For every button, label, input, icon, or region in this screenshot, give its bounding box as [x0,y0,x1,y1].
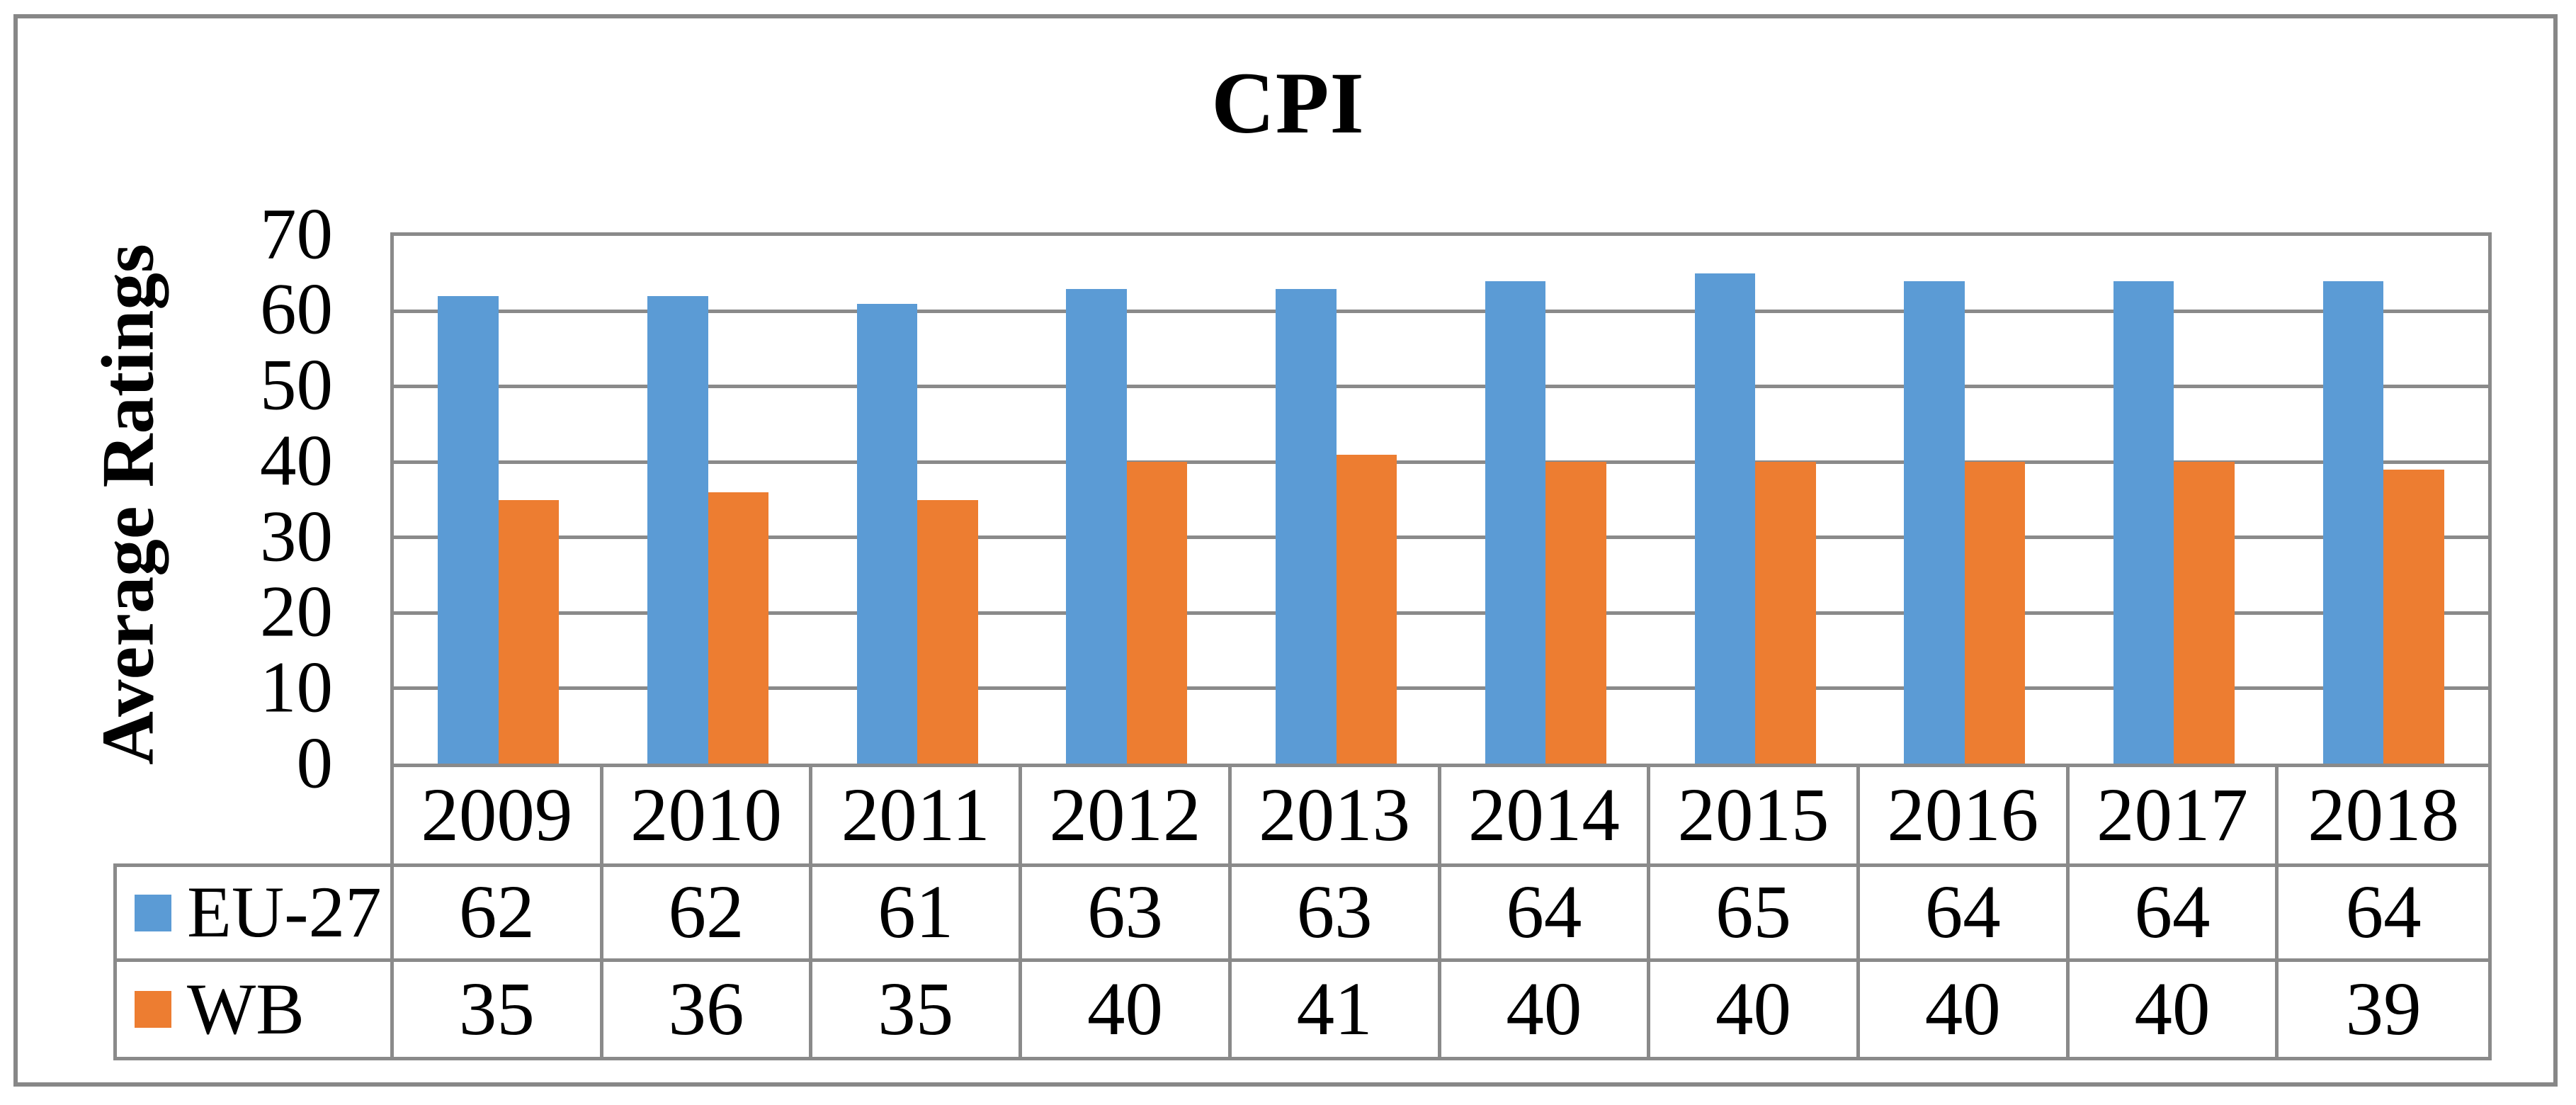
y-tick-label-0: 0 [296,722,334,804]
legend-label-eu-27: EU-27 [187,872,382,953]
bar-eu-27-2014 [1485,280,1546,764]
gridline-20 [394,611,2488,615]
legend-cell-wb: WB [117,962,394,1057]
bar-wb-2013 [1336,454,1397,764]
value-eu-27-2015: 65 [1650,867,1860,958]
gridline-30 [394,536,2488,539]
value-eu-27-2012: 63 [1022,867,1232,958]
gridline-10 [394,686,2488,690]
value-eu-27-2010: 62 [603,867,813,958]
plot-area [390,232,2492,764]
bar-wb-2015 [1755,462,1816,764]
bar-eu-27-2018 [2322,280,2384,764]
table-row-wb: WB 35 36 35 40 41 40 40 40 40 39 [117,962,2488,1057]
category-label-2009: 2009 [394,767,603,863]
value-wb-2011: 35 [812,962,1023,1057]
bar-eu-27-2017 [2113,280,2174,764]
bar-eu-27-2009 [438,296,499,764]
category-label-2017: 2017 [2070,767,2279,863]
value-eu-27-2016: 64 [1860,867,2070,958]
gridline-40 [394,460,2488,464]
bar-eu-27-2015 [1694,273,1756,764]
y-tick-label-70: 70 [260,193,333,274]
bar-wb-2011 [917,499,978,764]
value-wb-2014: 40 [1441,962,1651,1057]
category-label-2014: 2014 [1441,767,1651,863]
bar-wb-2009 [498,499,560,764]
value-eu-27-2009: 62 [394,867,603,958]
bar-eu-27-2010 [647,296,708,764]
value-eu-27-2011: 61 [812,867,1023,958]
value-wb-2010: 36 [603,962,813,1057]
value-wb-2009: 35 [394,962,603,1057]
y-tick-label-50: 50 [260,344,333,426]
value-eu-27-2014: 64 [1441,867,1651,958]
y-tick-label-40: 40 [260,420,333,502]
y-tick-label-20: 20 [260,571,333,652]
value-wb-2016: 40 [1860,962,2070,1057]
category-label-2013: 2013 [1232,767,1441,863]
bar-wb-2014 [1545,462,1606,764]
bar-eu-27-2012 [1066,288,1127,764]
chart-title: CPI [1211,55,1365,152]
y-tick-label-10: 10 [260,647,333,728]
category-label-2010: 2010 [603,767,813,863]
table-row-eu-27: EU-27 62 62 61 63 63 64 65 64 64 64 [117,867,2488,962]
bar-wb-2016 [1964,462,2026,764]
category-label-2018: 2018 [2308,773,2460,857]
legend-cell-eu-27: EU-27 [117,867,394,958]
value-wb-2018: 39 [2345,967,2422,1051]
category-label-2015: 2015 [1650,767,1860,863]
value-eu-27-2013: 63 [1232,867,1441,958]
bar-wb-2012 [1126,462,1188,764]
category-label-2016: 2016 [1860,767,2070,863]
value-eu-27-2018: 64 [2345,871,2422,954]
bar-wb-2017 [2174,462,2235,764]
chart-data-table: EU-27 62 62 61 63 63 64 65 64 64 64 WB 35 36 35 40 41 40 4… [113,863,2492,1060]
x-axis-category-row: 2009 2010 2011 2012 2013 2014 2015 2016 2017 2018 [390,764,2492,863]
legend-swatch-eu-27 [135,894,171,931]
bar-eu-27-2011 [856,303,918,764]
y-tick-label-30: 30 [260,496,333,577]
bar-wb-2018 [2383,469,2444,764]
bar-wb-2010 [708,492,769,764]
category-label-2011: 2011 [812,767,1023,863]
bar-eu-27-2013 [1276,288,1337,764]
legend-label-wb: WB [187,968,305,1050]
value-wb-2015: 40 [1650,962,1860,1057]
legend-swatch-wb [135,991,171,1028]
category-label-2012: 2012 [1022,767,1232,863]
y-tick-label-60: 60 [260,268,333,350]
gridline-50 [394,385,2488,388]
figure-border [13,14,2558,1087]
value-eu-27-2017: 64 [2070,867,2279,958]
value-wb-2013: 41 [1232,962,1441,1057]
gridline-60 [394,310,2488,313]
value-wb-2012: 40 [1022,962,1232,1057]
bar-eu-27-2016 [1904,280,1965,764]
value-wb-2017: 40 [2070,962,2279,1057]
